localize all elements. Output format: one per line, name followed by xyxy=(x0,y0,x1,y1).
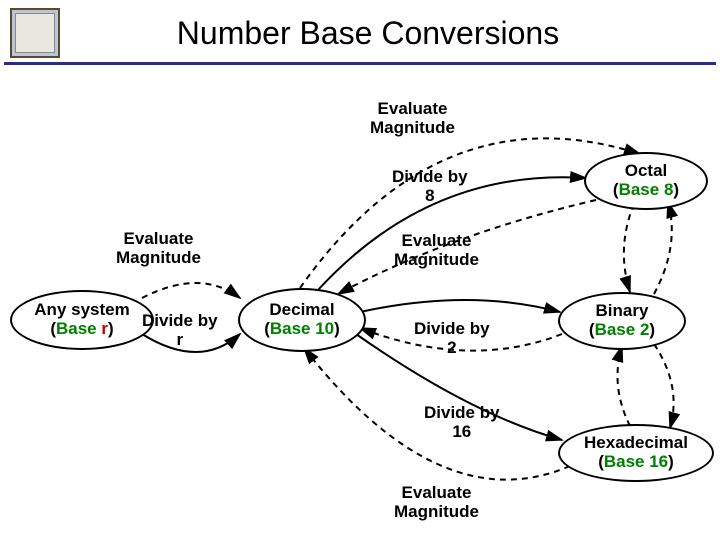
node-decimal: Decimal (Base 10) xyxy=(238,288,366,352)
label-eval-left: Evaluate Magnitude xyxy=(116,230,201,267)
logo-icon xyxy=(10,8,60,58)
header: Number Base Conversions xyxy=(0,0,720,62)
node-binary: Binary (Base 2) xyxy=(558,292,686,350)
node-line2: (Base 16) xyxy=(598,453,674,472)
node-octal: Octal (Base 8) xyxy=(584,152,708,210)
node-line2: (Base r) xyxy=(50,320,113,339)
node-line1: Octal xyxy=(625,162,668,181)
node-line2: (Base 2) xyxy=(589,321,655,340)
node-line2: (Base 10) xyxy=(264,320,340,339)
node-line1: Binary xyxy=(596,302,649,321)
node-hexadecimal: Hexadecimal (Base 16) xyxy=(558,424,714,482)
label-eval-mid: Evaluate Magnitude xyxy=(394,232,479,269)
label-divide-by-2: Divide by 2 xyxy=(414,320,490,357)
label-divide-by-16: Divide by 16 xyxy=(424,404,500,441)
label-eval-top: Evaluate Magnitude xyxy=(370,100,455,137)
label-eval-bottom: Evaluate Magnitude xyxy=(394,484,479,521)
label-divide-by-r: Divide by r xyxy=(142,312,218,349)
node-any-system: Any system (Base r) xyxy=(10,290,154,350)
label-divide-by-8: Divide by 8 xyxy=(392,168,468,205)
node-line1: Hexadecimal xyxy=(584,434,688,453)
node-line1: Decimal xyxy=(269,301,334,320)
node-line2: (Base 8) xyxy=(613,181,679,200)
page-title: Number Base Conversions xyxy=(72,15,664,52)
header-rule xyxy=(4,62,716,65)
node-line1: Any system xyxy=(34,301,129,320)
diagram-canvas: Any system (Base r) Decimal (Base 10) Oc… xyxy=(0,70,720,540)
